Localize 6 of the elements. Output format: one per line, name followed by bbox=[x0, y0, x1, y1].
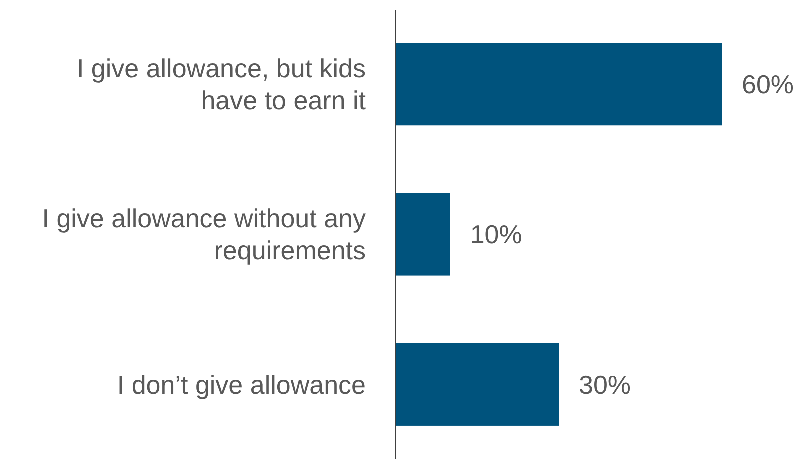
y-tick-label: I don’t give allowance bbox=[117, 370, 366, 400]
y-tick-label: I give allowance without any requirements bbox=[42, 204, 366, 266]
data-label: 30% bbox=[579, 370, 632, 400]
y-tick-label: I give allowance, but kids have to earn it bbox=[76, 53, 367, 116]
data-label: 10% bbox=[470, 220, 522, 250]
data-label: 60% bbox=[742, 69, 794, 100]
